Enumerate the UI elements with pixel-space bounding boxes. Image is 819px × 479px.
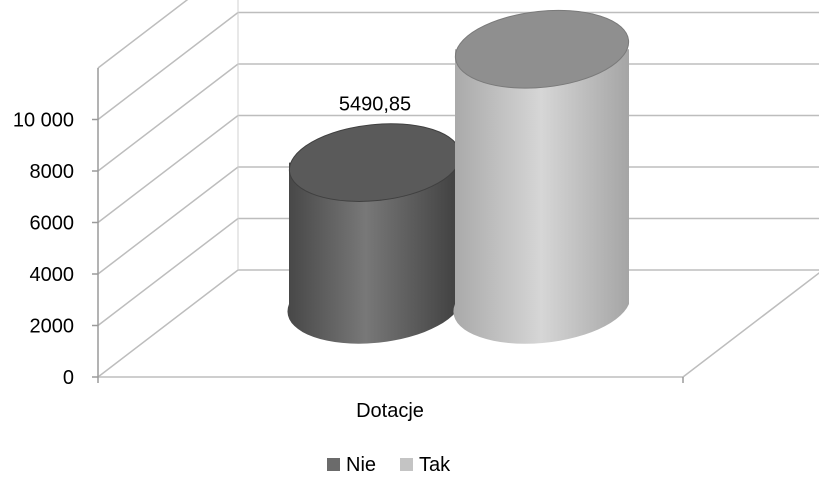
legend: Nie Tak (327, 454, 451, 476)
bars (287, 9, 630, 344)
gridline (97, 0, 189, 69)
y-tick-label: 2000 (30, 316, 75, 338)
legend-item-tak: Tak (400, 454, 451, 476)
x-category-label: Dotacje (356, 400, 424, 422)
bar-tak (453, 9, 630, 344)
y-tick-label: 10 000 (13, 110, 74, 132)
legend-label: Tak (419, 454, 451, 476)
axes (92, 68, 684, 383)
data-label-nie: 5490,85 (339, 94, 411, 116)
legend-swatch (400, 458, 413, 471)
legend-label: Nie (346, 454, 376, 476)
y-tick-label: 6000 (30, 213, 75, 235)
data-label-tak: 9892,38 (504, 0, 576, 2)
legend-item-nie: Nie (327, 454, 376, 476)
y-tick-label: 0 (63, 367, 74, 389)
bar-top (454, 9, 630, 89)
bar-body (287, 162, 461, 344)
bar-body (453, 49, 629, 344)
y-tick-label: 4000 (30, 264, 75, 286)
legend-swatch (327, 458, 340, 471)
data-labels: 5490,85 9892,38 (339, 0, 576, 116)
y-tick-label: 8000 (30, 161, 75, 183)
y-axis-tick-labels: 0 2000 4000 6000 8000 10 000 (13, 110, 74, 390)
gridlines (97, 0, 819, 378)
x-axis-category-labels: Dotacje (356, 400, 424, 422)
bar-nie (287, 123, 462, 344)
